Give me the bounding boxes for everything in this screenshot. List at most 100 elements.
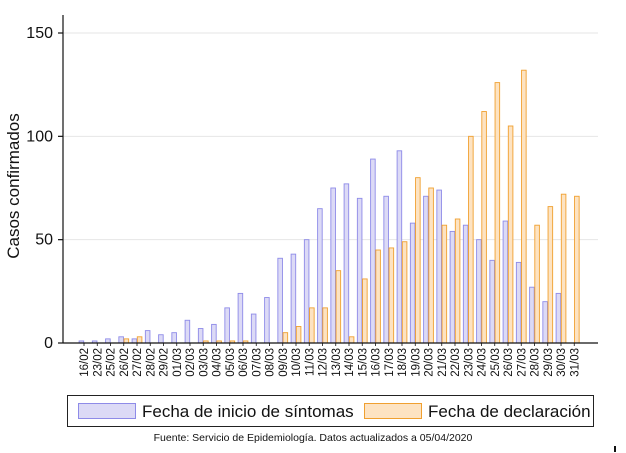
x-tick-label-10-03: 10/03 <box>291 348 303 377</box>
x-tick-label-11-03: 11/03 <box>304 348 316 376</box>
bar-sintomas-11-03 <box>303 239 310 344</box>
bar-sintomas-26-02 <box>118 336 124 344</box>
bar-sintomas-29-03 <box>542 301 548 344</box>
bar-declaracion-18-03 <box>401 241 408 344</box>
x-tick-label-29-03: 29/03 <box>543 348 555 377</box>
bar-sintomas-06-03 <box>237 292 244 344</box>
bar-declaracion-28-03 <box>534 224 540 344</box>
x-tick-label-09-03: 09/03 <box>278 348 290 377</box>
legend: Fecha de inicio de síntomas Fecha de dec… <box>67 395 594 427</box>
y-tick-label-0: 0 <box>44 335 53 352</box>
x-tick-label-31-03: 31/03 <box>569 348 581 377</box>
bar-sintomas-17-03 <box>383 195 389 344</box>
bar-sintomas-26-03 <box>502 220 509 344</box>
bar-declaracion-09-03 <box>282 332 289 344</box>
x-tick-label-26-02: 26/02 <box>119 348 131 377</box>
x-tick-label-07-03: 07/03 <box>251 348 263 377</box>
x-tick-label-04-03: 04/03 <box>212 348 224 377</box>
bar-sintomas-07-03 <box>250 313 257 344</box>
bar-declaracion-10-03 <box>295 326 302 344</box>
bar-sintomas-19-03 <box>409 222 416 344</box>
bar-declaracion-12-03 <box>322 307 328 344</box>
bar-sintomas-18-03 <box>396 150 403 344</box>
x-tick-label-17-03: 17/03 <box>384 348 396 377</box>
bar-sintomas-25-03 <box>489 259 495 344</box>
x-tick-label-27-02: 27/02 <box>132 348 144 377</box>
bar-declaracion-27-03 <box>521 69 527 344</box>
x-tick-label-16-03: 16/03 <box>371 348 383 377</box>
bar-sintomas-29-02 <box>158 334 164 344</box>
bar-sintomas-10-03 <box>290 253 297 344</box>
bar-sintomas-27-03 <box>515 261 522 344</box>
bar-declaracion-26-03 <box>507 125 514 344</box>
x-tick-label-12-03: 12/03 <box>318 348 330 377</box>
bar-declaracion-31-03 <box>574 195 580 344</box>
x-tick-label-08-03: 08/03 <box>265 348 277 377</box>
bar-declaracion-26-02 <box>123 338 130 344</box>
x-tick-label-13-03: 13/03 <box>331 348 343 377</box>
bar-sintomas-28-02 <box>144 330 151 344</box>
bar-declaracion-24-03 <box>481 111 487 344</box>
x-tick-label-14-03: 14/03 <box>344 348 356 377</box>
x-tick-label-06-03: 06/03 <box>238 348 250 377</box>
x-tick-label-28-02: 28/02 <box>145 348 157 377</box>
bar-sintomas-13-03 <box>330 187 336 344</box>
bar-declaracion-11-03 <box>309 307 315 344</box>
bar-declaracion-14-03 <box>348 336 355 344</box>
legend-label-sintomas: Fecha de inicio de síntomas <box>142 402 354 421</box>
x-tick-label-25-03: 25/03 <box>490 348 502 377</box>
axes <box>62 15 598 344</box>
x-tick-label-27-03: 27/03 <box>516 348 528 377</box>
y-tick-label-50: 50 <box>35 232 53 249</box>
x-tick-label-29-02: 29/02 <box>159 348 171 377</box>
bar-sintomas-09-03 <box>277 257 283 344</box>
bar-declaracion-16-03 <box>375 249 381 344</box>
x-tick-label-16-02: 16/02 <box>79 348 91 377</box>
x-tick-label-05-03: 05/03 <box>225 348 237 377</box>
x-tick-label-19-03: 19/03 <box>410 348 422 377</box>
bar-declaracion-30-03 <box>560 193 567 344</box>
bar-sintomas-08-03 <box>264 297 270 344</box>
x-tick-label-20-03: 20/03 <box>424 348 436 377</box>
x-tick-label-18-03: 18/03 <box>397 348 409 377</box>
bar-sintomas-30-03 <box>555 292 562 344</box>
bar-sintomas-28-03 <box>529 286 535 344</box>
bar-sintomas-25-02 <box>105 338 111 344</box>
y-axis-label: Casos confirmados <box>4 113 23 259</box>
x-tick-label-03-03: 03/03 <box>198 348 210 377</box>
x-tick-label-28-03: 28/03 <box>530 348 542 377</box>
bar-sintomas-05-03 <box>224 307 230 344</box>
bar-declaracion-27-02 <box>136 336 143 344</box>
bar-declaracion-19-03 <box>415 177 421 344</box>
bar-sintomas-24-03 <box>476 239 482 344</box>
bar-sintomas-15-03 <box>356 197 363 344</box>
bar-declaracion-23-03 <box>468 135 474 344</box>
x-tick-label-25-02: 25/02 <box>106 348 118 377</box>
bar-sintomas-02-03 <box>184 319 191 344</box>
x-tick-label-01-03: 01/03 <box>172 348 184 377</box>
x-tick-label-23-03: 23/03 <box>463 348 475 377</box>
bar-sintomas-27-02 <box>131 338 138 344</box>
bar-sintomas-12-03 <box>317 208 323 344</box>
bar-sintomas-03-03 <box>197 328 204 344</box>
bar-sintomas-21-03 <box>436 189 442 344</box>
bar-declaracion-25-03 <box>494 82 501 344</box>
legend-swatch-declaracion <box>364 403 422 419</box>
bar-declaracion-17-03 <box>388 247 395 344</box>
bar-declaracion-15-03 <box>362 278 368 344</box>
legend-swatch-sintomas <box>78 403 136 419</box>
x-tick-labels: 16/02 23/02 25/02 26/02 27/02 28/02 29/02 01/03… <box>79 343 581 377</box>
source-caption: Fuente: Servicio de Epidemiología. Datos… <box>153 432 473 444</box>
bar-sintomas-16-03 <box>370 158 376 344</box>
bar-declaracion-29-03 <box>547 206 554 344</box>
bar-sintomas-04-03 <box>211 323 217 344</box>
bar-declaracion-13-03 <box>335 270 342 344</box>
bar-declaracion-21-03 <box>441 224 448 344</box>
x-tick-label-02-03: 02/03 <box>185 348 197 377</box>
legend-label-declaracion: Fecha de declaración <box>428 402 591 421</box>
x-tick-label-26-03: 26/03 <box>503 348 515 377</box>
bar-sintomas-01-03 <box>171 332 177 344</box>
bar-sintomas-14-03 <box>343 183 350 344</box>
x-tick-label-23-02: 23/02 <box>92 348 104 377</box>
y-tick-labels: 0 50 100 150 <box>26 25 63 352</box>
